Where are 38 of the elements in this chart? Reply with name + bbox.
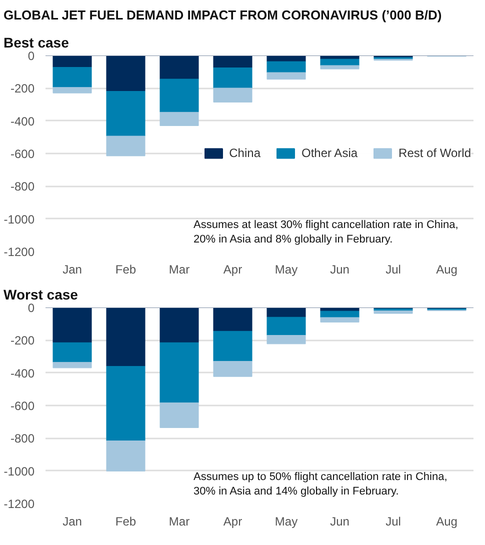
x-tick-label: Aug [436,514,458,528]
x-tick-label: Jul [386,514,401,528]
x-tick-label: Feb [115,262,136,276]
x-tick-label: Jul [386,262,401,276]
chart-subtitle: Best case [4,34,70,50]
y-tick-label: -600 [10,399,35,413]
x-tick-label: Mar [168,514,190,528]
annotation: Assumes at least 30% flight cancellation rate in China, 20% in Asia and 8% globally in February. [194,219,458,246]
x-tick-label: Aug [436,262,458,276]
y-tick-label: -200 [10,334,35,348]
chart-title: GLOBAL JET FUEL DEMAND IMPACT FROM CORONAVIRUS (’000 B/D) [4,8,442,22]
x-tick-label: Apr [223,514,242,528]
y-tick-label: -600 [10,147,35,161]
y-tick-label: -400 [10,114,35,128]
chart-subtitle: Worst case [4,286,78,302]
legend-label: Rest of World [398,146,471,160]
x-tick-label: Apr [223,262,242,276]
x-tick-label: Jun [330,514,350,528]
y-tick-label: -1200 [4,245,35,259]
x-tick-label: May [274,514,298,528]
y-tick-label: -1200 [4,497,35,511]
x-tick-label: Jan [62,262,82,276]
y-tick-label: 0 [28,49,35,63]
y-tick-label: -800 [10,180,35,194]
annotation: Assumes up to 50% flight cancellation rate in China, 30% in Asia and 14% globally in February. [194,471,448,498]
legend-label: China [229,146,260,160]
y-tick-label: -800 [10,432,35,446]
x-tick-label: Mar [168,262,190,276]
y-tick-label: -1000 [4,464,35,478]
y-tick-label: -400 [10,366,35,380]
y-tick-label: -1000 [4,212,35,226]
x-tick-label: Jan [62,514,82,528]
y-tick-label: -200 [10,82,35,96]
legend-label: Other Asia [302,146,358,160]
y-tick-label: 0 [28,301,35,315]
x-tick-label: Feb [115,514,136,528]
x-tick-label: May [274,262,298,276]
x-tick-label: Jun [330,262,350,276]
